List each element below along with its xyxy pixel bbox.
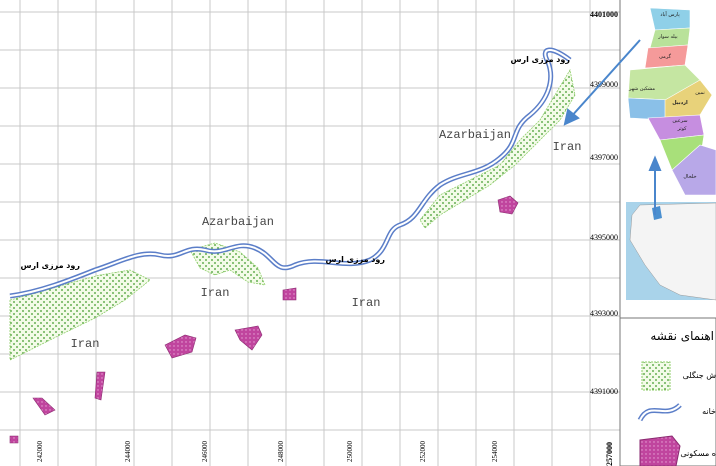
x-coordinate: 252000: [419, 441, 427, 463]
legend-swatch: [639, 404, 681, 421]
forest: [419, 68, 576, 229]
country-label: Azarbaijan: [439, 128, 511, 142]
city-label: اردبیل: [672, 100, 688, 106]
y-coordinate: 4399000: [590, 80, 618, 89]
river: [9, 49, 571, 297]
city-label: خلخال: [683, 174, 696, 180]
labels: 4401000 4399000 4397000 4395000 4393000 43910…: [20, 10, 618, 466]
legend-label: ش جنگلی: [683, 370, 716, 380]
river-label: رود مرزی ارس: [325, 255, 385, 265]
inset-province: [627, 7, 716, 196]
residential: [9, 195, 519, 444]
country-label: Iran: [71, 337, 100, 351]
forest: [9, 269, 151, 361]
country-label: Iran: [553, 140, 582, 154]
x-coordinate: 248000: [277, 441, 285, 463]
legend-title: اهنمای نقشه: [650, 329, 714, 343]
y-coordinate: 4393000: [590, 309, 618, 318]
x-coordinate: 250000: [346, 441, 354, 463]
city-label: سرعین: [672, 118, 687, 124]
y-coordinate: 4397000: [590, 153, 618, 162]
city-label: گرمی: [659, 53, 672, 60]
x-coordinate: 246000: [201, 441, 209, 463]
y-coordinate: 4401000: [590, 10, 618, 19]
x-coordinate: 254000: [491, 441, 499, 463]
city-label: مشکین شهر: [628, 86, 655, 92]
legend-swatch: [641, 361, 671, 391]
features: [9, 47, 576, 444]
inset-iran: [626, 202, 716, 301]
country-label: Iran: [352, 296, 381, 310]
arrows: [563, 39, 662, 215]
x-coordinate: 242000: [36, 441, 44, 463]
city-label: بیله سوار: [657, 34, 677, 40]
legend: اهنمای نقشه ش جنگلی خانه ه مسکونی: [619, 317, 716, 466]
grid: [0, 0, 620, 466]
city-label: پارس آباد: [660, 11, 680, 18]
country-label: Azarbaijan: [202, 215, 274, 229]
x-coordinate: 257000: [605, 442, 614, 466]
y-coordinate: 4391000: [590, 387, 618, 396]
river-label: رود مرزی ارس: [510, 55, 570, 65]
city-label: نمین: [695, 90, 705, 96]
country-label: Iran: [201, 286, 230, 300]
river-label: رود مرزی ارس: [20, 261, 80, 271]
legend-label: ه مسکونی: [680, 449, 716, 458]
y-coordinate: 4395000: [590, 233, 618, 242]
city-label: کوثر: [676, 126, 687, 132]
inset-labels: پارس آباد بیله سوار گرمی مشکین شهر اردبیل نمی…: [628, 11, 705, 180]
legend-label: خانه: [702, 407, 716, 416]
legend-swatch: [639, 435, 681, 466]
x-coordinate: 244000: [124, 441, 132, 463]
